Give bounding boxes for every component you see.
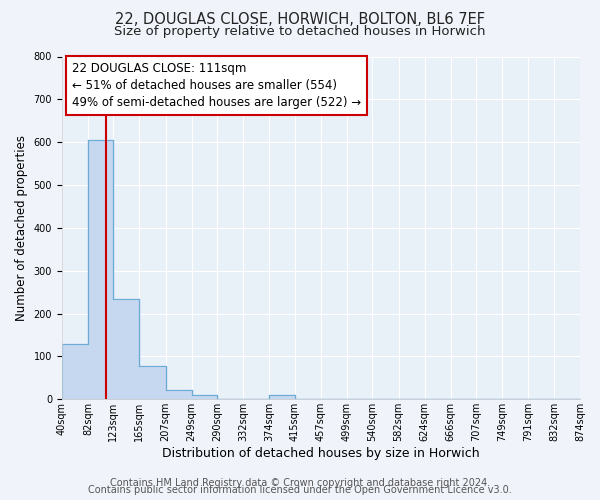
- Y-axis label: Number of detached properties: Number of detached properties: [15, 135, 28, 321]
- X-axis label: Distribution of detached houses by size in Horwich: Distribution of detached houses by size …: [162, 447, 480, 460]
- Text: 22, DOUGLAS CLOSE, HORWICH, BOLTON, BL6 7EF: 22, DOUGLAS CLOSE, HORWICH, BOLTON, BL6 …: [115, 12, 485, 28]
- Text: 22 DOUGLAS CLOSE: 111sqm
← 51% of detached houses are smaller (554)
49% of semi-: 22 DOUGLAS CLOSE: 111sqm ← 51% of detach…: [72, 62, 361, 108]
- Text: Contains public sector information licensed under the Open Government Licence v3: Contains public sector information licen…: [88, 485, 512, 495]
- Text: Contains HM Land Registry data © Crown copyright and database right 2024.: Contains HM Land Registry data © Crown c…: [110, 478, 490, 488]
- Text: Size of property relative to detached houses in Horwich: Size of property relative to detached ho…: [114, 25, 486, 38]
